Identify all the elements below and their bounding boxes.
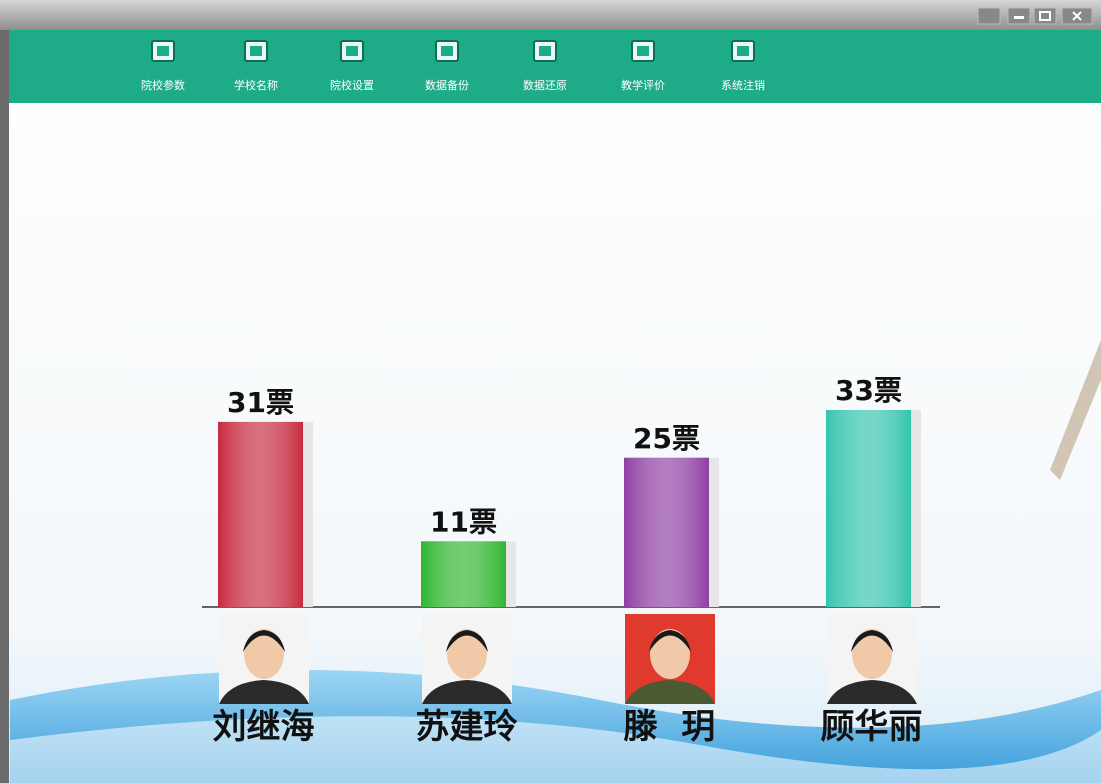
- toolbar-icon-inner: [539, 46, 551, 56]
- value-label: 25票: [633, 422, 700, 455]
- background: [0, 0, 1101, 783]
- title-bar: [0, 0, 1101, 30]
- toolbar-icon-inner: [441, 46, 453, 56]
- restore-button[interactable]: [978, 8, 1000, 24]
- toolbar-icon-inner: [250, 46, 262, 56]
- bar-shadow: [709, 458, 719, 607]
- photo-face: [650, 629, 690, 679]
- bar-shine: [624, 458, 709, 607]
- bar-shine: [421, 541, 506, 607]
- maximize-button[interactable]: [1034, 8, 1056, 24]
- toolbar-label: 数据还原: [523, 78, 567, 92]
- toolbar-label: 院校设置: [330, 78, 374, 92]
- toolbar-label: 教学评价: [621, 78, 665, 92]
- minimize-icon: [1014, 16, 1024, 19]
- candidate-name: 刘继海: [213, 707, 315, 747]
- photo-face: [852, 629, 892, 679]
- toolbar-icon-inner: [637, 46, 649, 56]
- value-label: 33票: [835, 374, 902, 407]
- toolbar-label: 系统注销: [721, 78, 765, 92]
- toolbar-label: 学校名称: [234, 78, 278, 92]
- photo-face: [447, 629, 487, 679]
- toolbar-icon-inner: [346, 46, 358, 56]
- candidate-name: 顾华丽: [821, 707, 923, 747]
- candidate-name: 苏建玲: [416, 707, 518, 747]
- bar-shine: [218, 422, 303, 607]
- toolbar-icon-inner: [737, 46, 749, 56]
- screen: 院校参数 学校名称 院校设置 数据备份 数据还原 教学评价 系统注销 31票刘继海 11票苏建…: [0, 0, 1101, 783]
- toolbar-label: 院校参数: [141, 78, 185, 92]
- window-controls: [978, 8, 1092, 24]
- bar-shadow: [303, 422, 313, 607]
- photo-face: [244, 629, 284, 679]
- app-window: 院校参数 学校名称 院校设置 数据备份 数据还原 教学评价 系统注销 31票刘继海 11票苏建…: [0, 0, 1101, 783]
- bar-shadow: [911, 410, 921, 607]
- candidate-name: 滕 玥: [624, 707, 716, 747]
- bar-shadow: [506, 541, 516, 607]
- toolbar-icon-inner: [157, 46, 169, 56]
- value-label: 11票: [430, 505, 497, 538]
- left-border: [0, 30, 9, 783]
- value-label: 31票: [227, 386, 294, 419]
- toolbar-label: 数据备份: [425, 78, 469, 92]
- bar-shine: [826, 410, 911, 607]
